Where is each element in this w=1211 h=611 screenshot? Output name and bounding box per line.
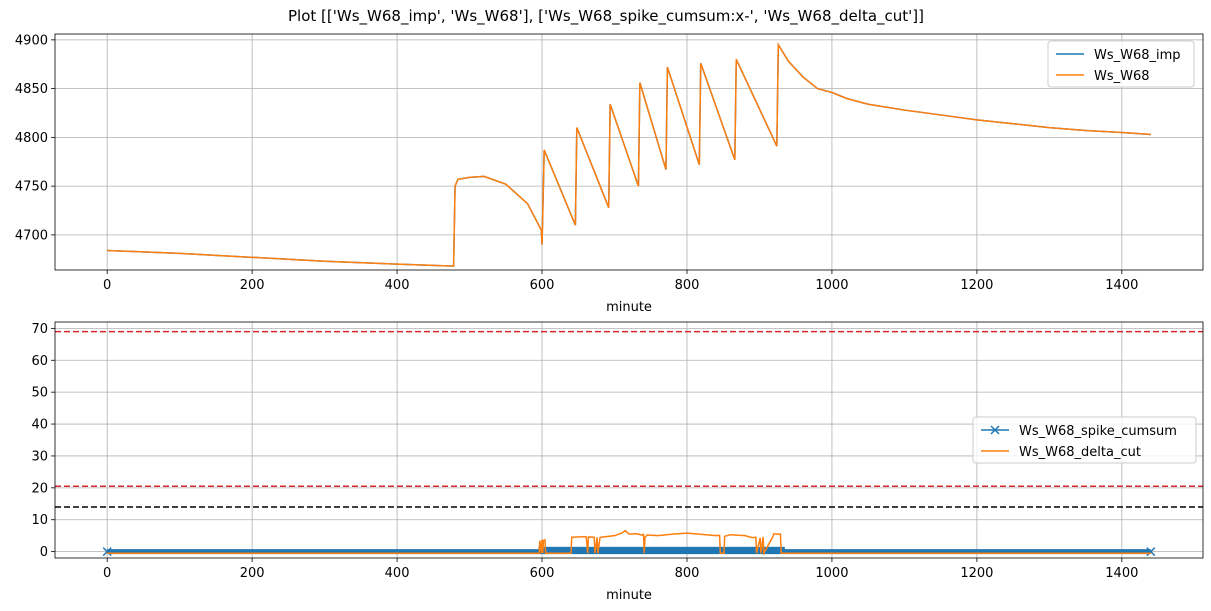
bottom-subplot: 0 200 400 600 800 1000 1200 1400 0 10 20 30 40 50 60 70… — [31, 321, 1204, 603]
top-x-tick-label: 800 — [675, 278, 700, 293]
top-ticks: 0 200 400 600 800 1000 1200 1400 4700 4750 4800 485… — [15, 33, 1138, 293]
series-marker-spike-cumsum — [102, 547, 112, 557]
top-legend-label: Ws_W68_imp — [1094, 48, 1181, 63]
series-marker-spike-cumsum — [1146, 547, 1156, 557]
top-axes-frame — [54, 33, 1204, 271]
top-y-tick-label: 4800 — [15, 131, 48, 146]
bottom-y-tick-label: 40 — [31, 418, 48, 433]
bottom-x-tick-label: 1400 — [1105, 566, 1138, 581]
series-line-ws-w68 — [107, 42, 1151, 267]
series-line-delta-cut — [107, 529, 1151, 556]
series-dense-band-spike-cumsum — [538, 546, 785, 552]
top-series-group — [107, 42, 1151, 267]
bottom-ticks: 0 200 400 600 800 1000 1200 1400 0 10 20 30 40 50 60 70 — [31, 322, 1138, 581]
top-y-tick-label: 4700 — [15, 228, 48, 243]
top-y-tick-label: 4750 — [15, 180, 48, 195]
bottom-y-tick-label: 60 — [31, 354, 48, 369]
bottom-legend-label: Ws_W68_spike_cumsum — [1019, 424, 1177, 439]
bottom-x-tick-label: 200 — [240, 566, 265, 581]
bottom-y-tick-label: 10 — [31, 513, 48, 528]
top-legend: Ws_W68_imp Ws_W68 — [1047, 40, 1195, 88]
bottom-x-tick-label: 800 — [675, 566, 700, 581]
bottom-y-tick-label: 20 — [31, 481, 48, 496]
top-legend-label: Ws_W68 — [1094, 69, 1150, 84]
bottom-legend-marker — [990, 425, 1000, 435]
bottom-x-tick-label: 600 — [530, 566, 555, 581]
bottom-legend-box — [972, 416, 1197, 464]
figure-title: Plot [['Ws_W68_imp', 'Ws_W68'], ['Ws_W68… — [288, 7, 924, 26]
bottom-x-tick-label: 400 — [385, 566, 410, 581]
bottom-y-tick-label: 50 — [31, 386, 48, 401]
top-x-axis-label: minute — [606, 300, 652, 315]
top-plot-area — [107, 42, 1151, 267]
bottom-legend-label: Ws_W68_delta_cut — [1019, 445, 1141, 460]
bottom-series-group — [55, 330, 1203, 557]
top-x-tick-label: 400 — [385, 278, 410, 293]
top-y-tick-label: 4900 — [15, 33, 48, 48]
top-x-tick-label: 0 — [103, 278, 111, 293]
bottom-x-axis-label: minute — [606, 588, 652, 603]
bottom-y-tick-label: 30 — [31, 449, 48, 464]
top-x-tick-label: 1000 — [815, 278, 848, 293]
bottom-y-tick-label: 70 — [31, 322, 48, 337]
top-x-tick-label: 1200 — [960, 278, 993, 293]
top-y-tick-label: 4850 — [15, 82, 48, 97]
top-subplot: 0 200 400 600 800 1000 1200 1400 4700 4750 4800 485… — [15, 33, 1204, 315]
top-x-tick-label: 1400 — [1105, 278, 1138, 293]
top-x-tick-label: 600 — [530, 278, 555, 293]
bottom-legend: Ws_W68_spike_cumsum Ws_W68_delta_cut — [972, 416, 1197, 464]
bottom-x-tick-label: 0 — [103, 566, 111, 581]
top-legend-box — [1047, 40, 1195, 88]
top-x-tick-label: 200 — [240, 278, 265, 293]
bottom-axes-frame — [54, 321, 1204, 559]
bottom-y-tick-label: 0 — [40, 545, 48, 560]
bottom-plot-area — [55, 330, 1203, 557]
bottom-x-tick-label: 1200 — [960, 566, 993, 581]
bottom-x-tick-label: 1000 — [815, 566, 848, 581]
